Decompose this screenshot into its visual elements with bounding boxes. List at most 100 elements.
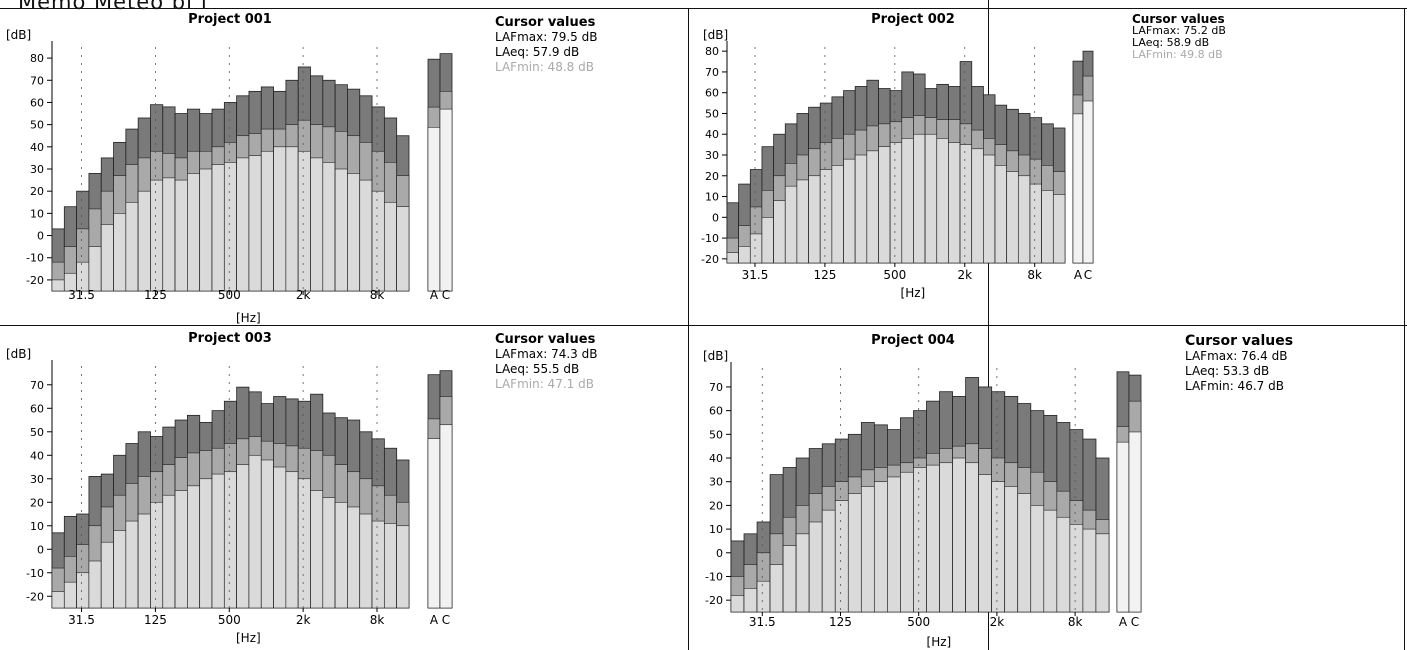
y-tick-label: 10 [30,520,44,533]
bar-lafmin [861,486,875,613]
cursor-values-title: Cursor values [495,332,596,347]
bar-lafmin [199,478,213,609]
bar-lafmin [199,168,213,292]
cursor-values-box: Cursor values LAFmax: 75.2 dB LAeq: 58.9… [1132,13,1226,61]
bar-lafmin [784,185,798,264]
bar-lafmin [926,464,940,613]
chart-panel-project-004: Project 004 [dB] -20 -10 0 10 20 30 40 50 60 70 31.5… [689,326,1404,650]
bar-lafmin [831,165,844,264]
x-axis-label: [Hz] [901,286,926,300]
x-tick-label: 31.5 [68,288,95,302]
bar-lafmin [273,146,287,292]
bar-lafmin [866,150,879,264]
total-label: A [430,613,439,627]
y-tick-label: 10 [709,523,723,536]
bar-lafmin [297,150,311,292]
bar-lafmin [150,179,164,292]
chart-title: Project 001 [188,12,272,27]
x-tick-label: 500 [907,615,930,629]
bar-lafmin [334,168,348,292]
bar-lafmin [260,459,274,609]
x-tick-label: 8k [1068,615,1083,629]
bar-lafmin [1041,190,1054,264]
cursor-lafmax: LAFmax: 79.5 dB [495,30,598,44]
bar-lafmin [1017,493,1032,613]
bar-lafmin [310,157,324,292]
cursor-lafmax: LAFmax: 75.2 dB [1132,24,1226,37]
chart-svg-1: Project 001 [dB] -20 -10 0 10 20 30 40 50 60 70 80 31… [6,12,453,325]
y-tick-label: 70 [30,379,44,392]
bar-lafmin [347,173,361,292]
cursor-lafmin: LAFmin: 46.7 dB [1185,379,1284,393]
total-label: A [430,288,439,302]
bar-lafmin [236,464,250,609]
bar-lafmin [113,530,127,609]
bar-lafmin [854,154,868,264]
chart-title: Project 002 [871,12,955,27]
bar-lafmin [834,500,849,613]
frame-middle-line [0,325,1407,326]
bar-lafmin [125,520,139,609]
bar-lafmin [162,494,176,609]
bar-lafmin [334,501,348,609]
bar-lafmin [726,252,739,264]
x-tick-label: 125 [144,613,167,627]
header-fragment: Memo Meteo bi f [18,0,209,14]
bar-lafmin [174,490,188,609]
bar-lafmin [396,206,410,292]
bar-lafmin [971,148,984,264]
y-tick-label: -10 [701,232,719,245]
bar-lafmin [211,164,225,292]
cursor-lafmin: LAFmin: 49.8 dB [1132,48,1223,61]
bar-lafmin [900,471,914,613]
bar-lafmin [889,142,903,264]
bar-lafmin [936,138,949,264]
bar-lafmin [236,157,250,292]
chart-panel-project-002: Project 002 [dB] -20 -10 0 10 20 30 40 50 60 70 80 31… [689,9,1404,325]
x-tick-label: 8k [1027,268,1042,282]
y-tick-label: -20 [705,594,723,607]
x-tick-label: 8k [370,288,385,302]
bar-lafmin [773,200,786,264]
bar-lafmin [76,572,90,609]
bar-lafmin [983,154,996,264]
cursor-laeq: LAeq: 53.3 dB [1185,364,1270,378]
y-axis-label: [dB] [703,349,728,363]
total-bar-min [1128,431,1142,613]
x-tick-label: 125 [144,288,167,302]
y-tick-label: 60 [30,96,44,109]
y-tick-label: -10 [705,570,723,583]
y-tick-label: 80 [30,52,44,65]
bar-lafmin [913,133,926,264]
bar-lafmin [795,533,810,613]
frame-center-line [688,8,689,650]
bar-lafmin [761,217,774,264]
total-bar-min [1082,100,1094,264]
bar-lafmin [939,462,953,613]
cursor-values-title: Cursor values [1132,12,1225,26]
bar-lafmin [187,173,201,292]
y-tick-label: 50 [30,426,44,439]
y-tick-label: 70 [30,74,44,87]
y-tick-label: 0 [716,547,723,560]
bar-lafmin [959,144,973,264]
bar-lafmin [51,279,65,292]
y-tick-label: 80 [705,45,719,58]
x-tick-label: 31.5 [749,615,776,629]
bar-lafmin [821,509,836,613]
bar-lafmin [174,179,188,292]
chart-svg-3: Project 003 [dB] -20 -10 0 10 20 30 40 50 60 70 31.5… [6,331,453,645]
bar-lafmin [125,201,139,292]
x-tick-label: 500 [218,613,241,627]
bar-lafmin [162,177,176,292]
y-tick-label: 50 [705,107,719,120]
x-tick-label: 2k [957,268,972,282]
total-bar-min [427,126,441,292]
y-tick-label: 0 [37,230,44,243]
bar-lafmin [359,513,373,609]
x-axis-label: [Hz] [236,311,261,325]
y-tick-label: 40 [30,449,44,462]
bar-lafmin [64,581,77,609]
y-tick-label: 0 [712,211,719,224]
bar-lafmin [88,246,102,292]
